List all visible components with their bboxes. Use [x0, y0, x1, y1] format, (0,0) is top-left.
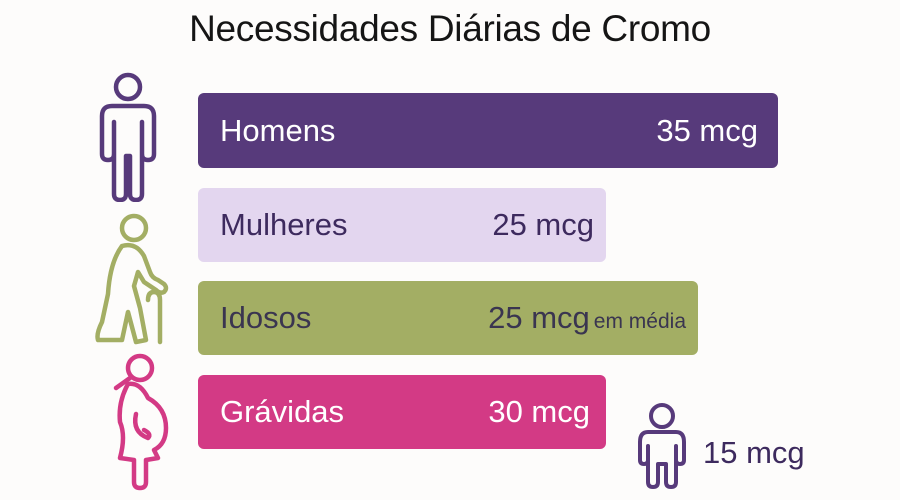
child-icon — [638, 403, 686, 489]
bar-value: 25 mcg — [488, 300, 590, 335]
man-icon — [99, 72, 157, 202]
bar-value-group: 25 mcg em média — [488, 300, 686, 336]
bar-gravidas: Grávidas 30 mcg — [198, 375, 606, 449]
bar-label: Grávidas — [220, 394, 345, 429]
pregnant-woman-icon — [113, 353, 169, 491]
chart-title: Necessidades Diárias de Cromo — [189, 8, 711, 49]
bar-value: 35 mcg — [656, 112, 758, 148]
elderly-with-cane-icon — [95, 213, 169, 345]
bar-homens: Homens 35 mcg — [198, 93, 778, 168]
bar-value: 25 mcg — [492, 207, 594, 242]
bar-label: Idosos — [220, 300, 312, 335]
bar-label: Homens — [220, 112, 336, 148]
child-value: 15 mcg — [703, 435, 805, 470]
bar-note: em média — [593, 310, 686, 333]
bar-value: 30 mcg — [488, 394, 590, 429]
bar-idosos: Idosos 25 mcg em média — [198, 281, 698, 355]
bar-mulheres: Mulheres 25 mcg — [198, 188, 606, 262]
bar-label: Mulheres — [220, 207, 348, 242]
